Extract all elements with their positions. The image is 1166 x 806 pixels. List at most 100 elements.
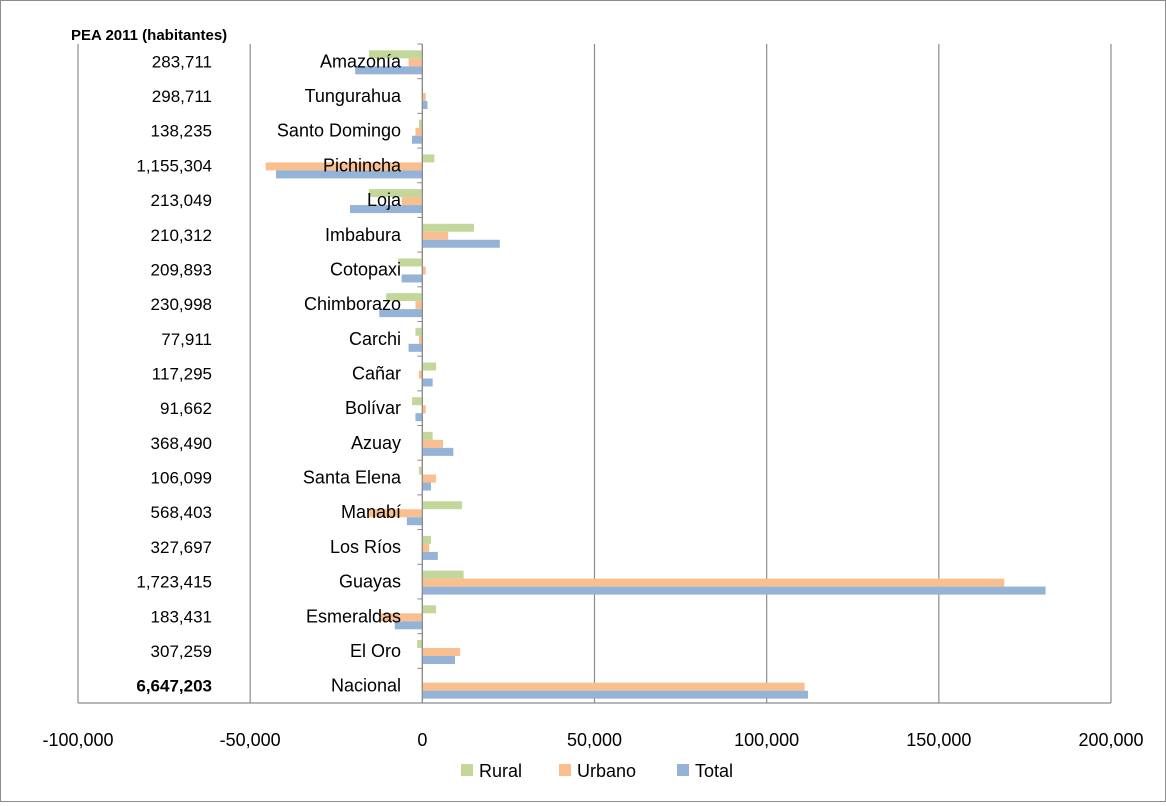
legend-swatch — [559, 764, 571, 776]
bar-total — [350, 205, 423, 214]
bar-rural — [422, 605, 437, 614]
bar-total — [401, 274, 423, 283]
pea-value-label: 183,431 — [151, 607, 212, 626]
bar-rural — [422, 501, 462, 510]
pea-value-label: 368,490 — [151, 434, 212, 453]
label-layer: PEA 2011 (habitantes) Amazonía 283,711 Tun… — [71, 27, 402, 696]
x-tick-label: -100,000 — [42, 730, 113, 750]
legend-item-total: Total — [677, 761, 733, 781]
pea-value-label: 77,911 — [161, 330, 212, 349]
bar-rural — [422, 223, 474, 232]
bar-urbano — [422, 578, 1005, 587]
category-label: Loja — [367, 190, 402, 210]
bar-total — [412, 135, 423, 144]
bar-total — [355, 66, 423, 75]
bar-total — [406, 517, 423, 526]
legend: Rural Urbano Total — [461, 761, 733, 781]
category-label: Manabí — [341, 502, 401, 522]
pea-value-label: 298,711 — [152, 87, 212, 106]
pea-value-label: 6,647,203 — [136, 677, 212, 696]
bar-layer — [265, 50, 1046, 699]
legend-item-rural: Rural — [461, 761, 522, 781]
category-label: Bolívar — [345, 398, 401, 418]
category-label: Azuay — [351, 433, 401, 453]
bar-total — [422, 586, 1046, 595]
pea-value-label: 283,711 — [152, 52, 212, 71]
category-label: Pichincha — [323, 155, 402, 175]
bar-total — [422, 690, 808, 699]
bar-total — [379, 309, 423, 318]
legend-label: Urbano — [577, 761, 636, 781]
bar-total — [422, 239, 500, 248]
category-label: Santa Elena — [303, 468, 402, 488]
category-label: Esmeraldas — [306, 606, 401, 626]
legend-item-urbano: Urbano — [559, 761, 636, 781]
bar-rural — [386, 293, 423, 302]
bar-urbano — [422, 93, 426, 102]
pea-value-label: 117,295 — [152, 365, 212, 384]
bar-total — [394, 621, 423, 630]
bar-rural — [422, 535, 431, 544]
bar-urbano — [422, 682, 805, 691]
bar-total — [422, 482, 431, 491]
pea-value-label: 138,235 — [151, 122, 212, 141]
bar-rural — [422, 154, 435, 163]
pea-value-label: 307,259 — [151, 642, 212, 661]
category-label: Tungurahua — [305, 86, 402, 106]
axis-layer — [78, 43, 1111, 704]
pea-value-label: 209,893 — [151, 260, 212, 279]
legend-label: Rural — [479, 761, 522, 781]
x-tick-label: 150,000 — [906, 730, 971, 750]
x-tick-label: -50,000 — [220, 730, 281, 750]
bar-urbano — [422, 647, 461, 656]
bar-rural — [398, 258, 423, 267]
bar-rural — [418, 466, 423, 475]
category-label: Cañar — [352, 364, 401, 384]
category-label: Amazonía — [320, 51, 402, 71]
pea-value-label: 568,403 — [151, 503, 212, 522]
bar-urbano — [265, 162, 423, 171]
legend-label: Total — [695, 761, 733, 781]
pea-header-label: PEA 2011 (habitantes) — [71, 27, 227, 44]
tick-layer: -100,000 -50,000 0 50,000 100,000 150,000 200,… — [42, 730, 1143, 750]
bar-rural — [368, 50, 423, 59]
bar-urbano — [381, 613, 423, 622]
bar-total — [275, 170, 423, 179]
pea-value-label: 327,697 — [151, 538, 212, 557]
legend-swatch — [677, 764, 689, 776]
category-label: Chimborazo — [304, 294, 401, 314]
bar-urbano — [368, 509, 423, 518]
pea-value-label: 91,662 — [160, 399, 212, 418]
bar-urbano — [422, 543, 430, 552]
bar-total — [422, 378, 433, 387]
bar-rural — [422, 570, 464, 579]
category-label: Santo Domingo — [277, 121, 401, 141]
pea-value-label: 1,155,304 — [136, 156, 212, 175]
category-label: Cotopaxi — [330, 259, 401, 279]
bar-urbano — [401, 197, 423, 206]
bar-rural — [412, 397, 423, 406]
bar-total — [422, 447, 454, 456]
pea-value-label: 1,723,415 — [136, 573, 212, 592]
grid-layer — [77, 44, 1112, 703]
bar-rural — [415, 327, 423, 336]
bar-urbano — [422, 474, 437, 483]
bar-rural — [368, 189, 423, 198]
category-label: Imbabura — [325, 225, 402, 245]
bar-urbano — [408, 58, 423, 67]
x-tick-label: 0 — [417, 730, 427, 750]
bar-total — [415, 413, 423, 422]
bar-urbano — [422, 266, 426, 275]
legend-swatch — [461, 764, 473, 776]
bar-urbano — [415, 127, 423, 136]
category-label: El Oro — [350, 641, 401, 661]
bar-rural — [422, 431, 433, 440]
pea-value-label: 210,312 — [151, 226, 212, 245]
pea-value-label: 230,998 — [151, 295, 212, 314]
bar-urbano — [415, 301, 423, 310]
x-tick-label: 200,000 — [1078, 730, 1143, 750]
bar-rural — [417, 639, 423, 648]
bar-urbano — [418, 335, 423, 344]
